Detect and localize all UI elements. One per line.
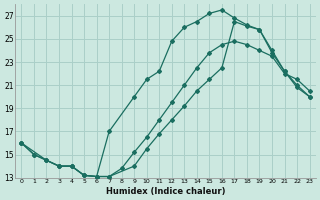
X-axis label: Humidex (Indice chaleur): Humidex (Indice chaleur) [106, 187, 225, 196]
